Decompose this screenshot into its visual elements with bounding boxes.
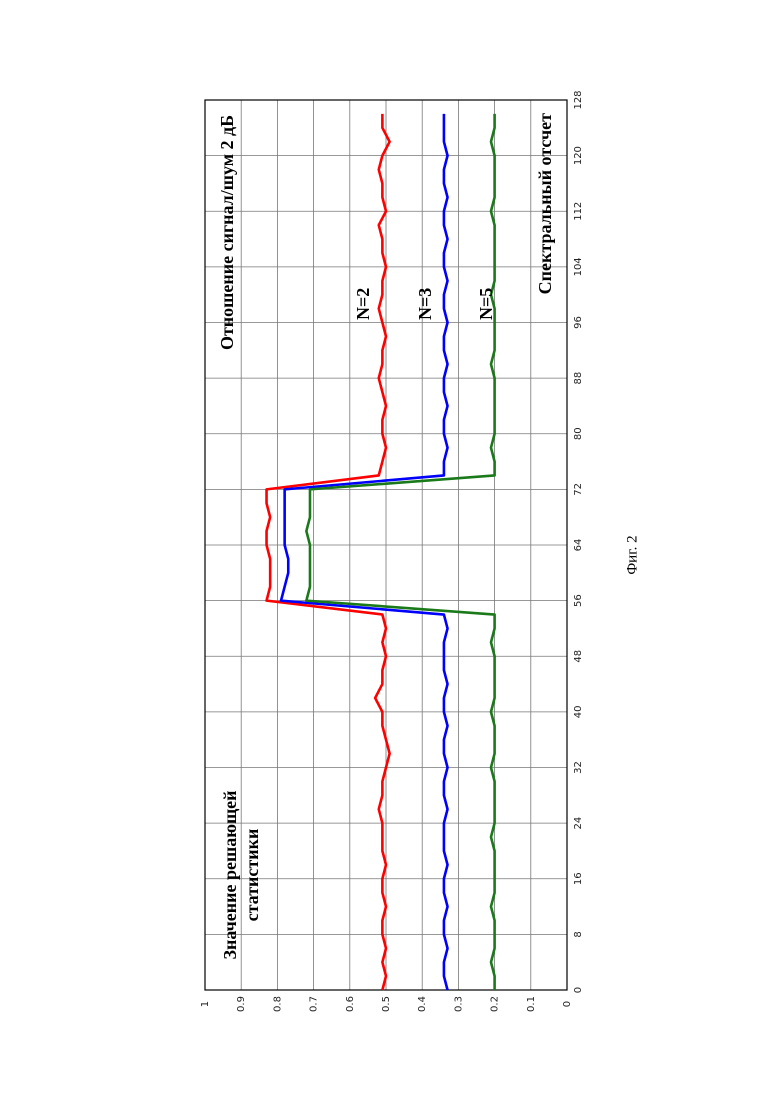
y-tick-label: 0.9 bbox=[236, 996, 247, 1012]
x-tick-label: 8 bbox=[573, 931, 584, 937]
y-tick-label: 0.4 bbox=[417, 996, 428, 1012]
x-tick-label: 0 bbox=[573, 987, 584, 993]
page: Фиг. 2 0 0.1 0.2 0.3 0.4 0.5 0.6 0.7 0.8 0.9 1 0 8 16… bbox=[0, 0, 780, 1103]
x-tick-label: 96 bbox=[573, 316, 584, 329]
series-label: N=2 bbox=[353, 288, 373, 320]
x-tick-label: 72 bbox=[573, 483, 584, 496]
y-tick-label: 1 bbox=[200, 1001, 211, 1007]
y-tick-label: 0.3 bbox=[453, 996, 464, 1012]
y-axis-label: Значение решающей bbox=[220, 790, 240, 959]
y-tick-label: 0.7 bbox=[309, 996, 320, 1012]
x-tick-label: 32 bbox=[573, 761, 584, 774]
y-tick-label: 0.2 bbox=[490, 996, 501, 1012]
y-tick-label: 0.1 bbox=[526, 996, 537, 1012]
x-tick-label: 80 bbox=[573, 427, 584, 440]
figure-caption: Фиг. 2 bbox=[624, 535, 640, 574]
x-tick-label: 64 bbox=[573, 539, 584, 552]
series-label: N=5 bbox=[476, 288, 496, 320]
x-tick-label: 56 bbox=[573, 594, 584, 607]
series-label: N=3 bbox=[415, 288, 435, 320]
x-tick-label: 104 bbox=[573, 257, 584, 276]
y-tick-label: 0.6 bbox=[345, 996, 356, 1012]
x-tick-label: 128 bbox=[573, 90, 584, 109]
x-tick-label: 40 bbox=[573, 706, 584, 719]
x-tick-label: 88 bbox=[573, 372, 584, 385]
y-tick-label: 0.8 bbox=[272, 996, 283, 1012]
x-axis-label: Спектральный отсчет bbox=[535, 113, 555, 294]
x-tick-label: 16 bbox=[573, 872, 584, 885]
annotation: Отношение сигнал/шум 2 дБ bbox=[217, 115, 237, 350]
y-tick-label: 0 bbox=[562, 1001, 573, 1007]
x-tick-label: 112 bbox=[573, 202, 584, 221]
y-axis-label: статистики bbox=[242, 829, 262, 922]
x-tick-label: 120 bbox=[573, 146, 584, 165]
chart: 0 0.1 0.2 0.3 0.4 0.5 0.6 0.7 0.8 0.9 1 0 8 16 24 32 40 4… bbox=[200, 90, 584, 1012]
x-tick-label: 48 bbox=[573, 650, 584, 663]
y-tick-label: 0.5 bbox=[381, 996, 392, 1012]
x-tick-label: 24 bbox=[573, 817, 584, 830]
